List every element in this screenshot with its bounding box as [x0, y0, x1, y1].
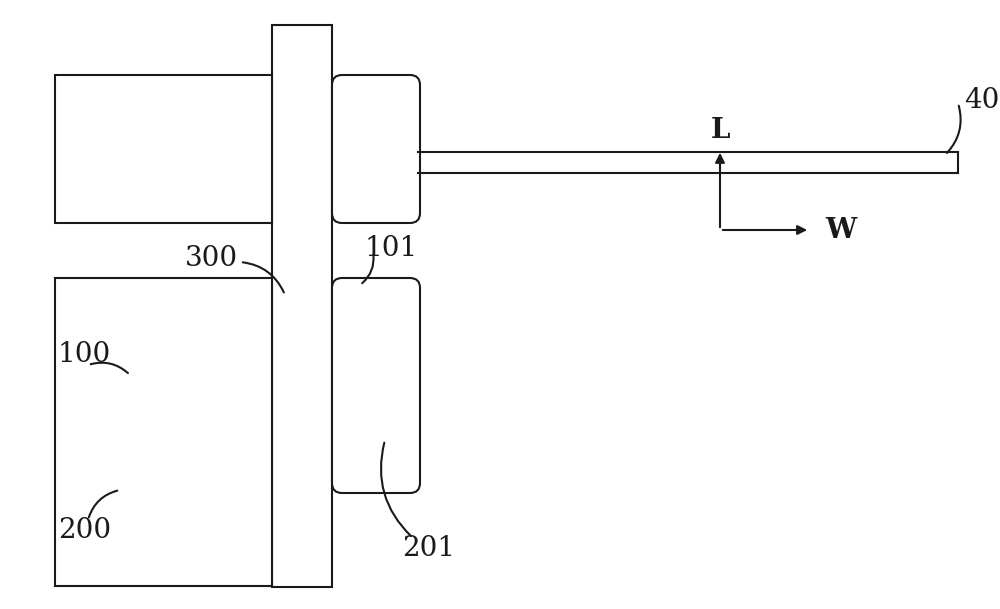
- Bar: [272, 25, 332, 587]
- Text: 100: 100: [58, 342, 111, 368]
- Text: L: L: [710, 116, 730, 144]
- Text: 201: 201: [402, 535, 455, 561]
- FancyBboxPatch shape: [332, 75, 420, 223]
- Text: 200: 200: [58, 516, 111, 543]
- Text: 101: 101: [365, 234, 418, 261]
- Text: 300: 300: [185, 244, 238, 272]
- Text: W: W: [825, 217, 856, 244]
- Text: 400: 400: [964, 86, 1000, 113]
- Bar: [55, 278, 272, 586]
- FancyBboxPatch shape: [332, 278, 420, 493]
- Bar: [55, 75, 272, 223]
